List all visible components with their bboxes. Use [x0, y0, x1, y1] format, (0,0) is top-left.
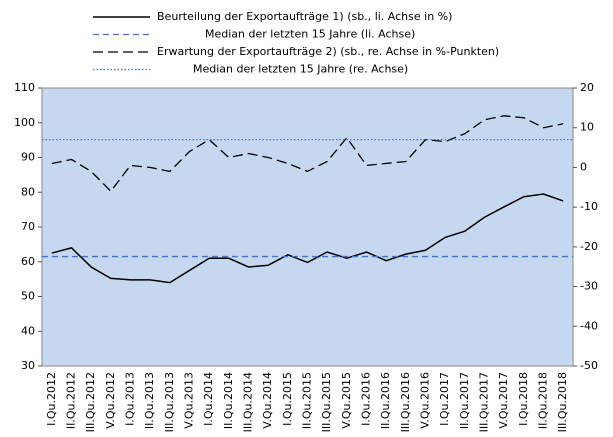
x-tick-label: II.Qu.2016 — [379, 372, 392, 429]
plot-area — [41, 87, 574, 367]
x-tick-label: V.Qu.2014 — [261, 372, 274, 429]
x-tick-label: III.Qu.2012 — [84, 372, 97, 432]
y-tick-label: 70 — [21, 220, 35, 233]
x-tick-label: I.Qu.2018 — [517, 372, 530, 426]
y-tick-label: 60 — [21, 255, 35, 268]
legend-label: Median der letzten 15 Jahre (re. Achse) — [193, 63, 408, 76]
x-tick-label: III.Qu.2015 — [320, 372, 333, 432]
x-tick-label: III.Qu.2017 — [478, 372, 491, 432]
x-tick-label: III.Qu.2013 — [163, 372, 176, 432]
y-tick-label: 100 — [14, 116, 35, 129]
y2-tick-label: -40 — [580, 319, 598, 332]
x-tick-label: V.Qu.2016 — [419, 372, 432, 429]
legend-label: Erwartung der Exportaufträge 2) (sb., re… — [157, 45, 499, 58]
x-tick-label: II.Qu.2015 — [301, 372, 314, 429]
legend-label: Median der letzten 15 Jahre (li. Achse) — [205, 28, 415, 41]
y-tick-label: 50 — [21, 290, 35, 303]
y2-tick-label: -30 — [580, 280, 598, 293]
x-tick-label: V.Qu.2017 — [497, 372, 510, 429]
x-tick-label: I.Qu.2015 — [281, 372, 294, 426]
x-tick-label: III.Qu.2014 — [242, 372, 255, 432]
x-tick-label: II.Qu.2014 — [222, 372, 235, 429]
x-tick-label: I.Qu.2016 — [360, 372, 373, 426]
x-tick-label: I.Qu.2017 — [438, 372, 451, 426]
x-tick-label: V.Qu.2013 — [183, 372, 196, 429]
x-tick-label: I.Qu.2013 — [124, 372, 137, 426]
y-tick-label: 110 — [14, 81, 35, 94]
series-line — [51, 115, 564, 193]
y2-tick-label: -10 — [580, 200, 598, 213]
x-tick-label: II.Qu.2013 — [143, 372, 156, 429]
legend-label: Beurteilung der Exportaufträge 1) (sb., … — [157, 10, 452, 23]
x-tick-label: I.Qu.2012 — [45, 372, 58, 426]
x-tick-label: II.Qu.2017 — [458, 372, 471, 429]
y-tick-label: 80 — [21, 185, 35, 198]
y-tick-label: 30 — [21, 359, 35, 372]
y-tick-label: 90 — [21, 151, 35, 164]
x-tick-label: II.Qu.2018 — [537, 372, 550, 429]
x-tick-label: V.Qu.2015 — [340, 372, 353, 429]
y2-tick-label: 0 — [580, 160, 587, 173]
x-tick-label: V.Qu.2012 — [104, 372, 117, 429]
y2-tick-label: 20 — [580, 81, 594, 94]
y2-tick-label: -50 — [580, 359, 598, 372]
x-tick-label: I.Qu.2014 — [202, 372, 215, 426]
y2-tick-label: 10 — [580, 121, 594, 134]
y2-tick-label: -20 — [580, 240, 598, 253]
series-line — [51, 193, 564, 284]
x-tick-label: III.Qu.2016 — [399, 372, 412, 432]
x-tick-label: III.Qu.2018 — [556, 372, 569, 432]
y-tick-label: 40 — [21, 324, 35, 337]
x-tick-label: II.Qu.2012 — [65, 372, 78, 429]
